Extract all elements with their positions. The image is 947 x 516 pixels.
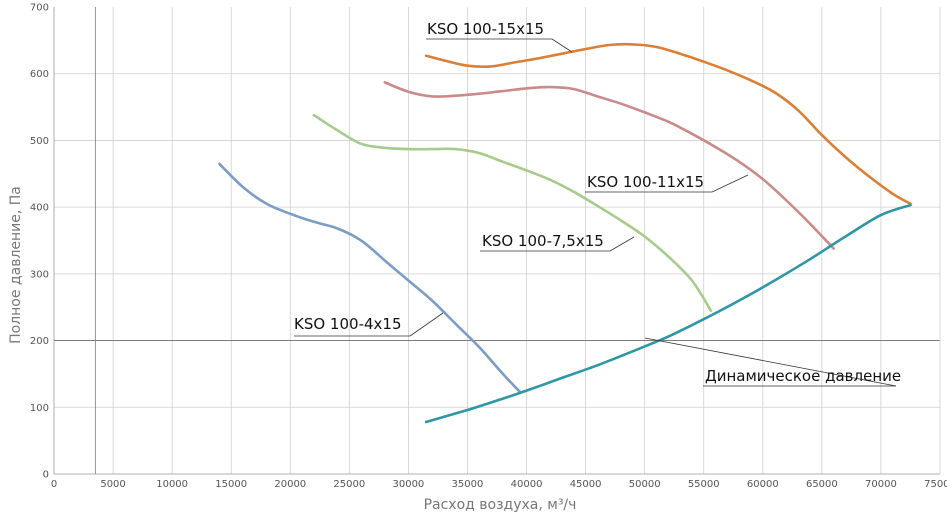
x-axis-title: Расход воздуха, м³/ч <box>424 497 577 513</box>
x-tick-label: 20000 <box>274 479 306 490</box>
y-tick-label: 500 <box>30 136 49 147</box>
y-tick-label: 700 <box>30 3 49 14</box>
label-kso-100-15x15: KSO 100-15x15 <box>427 20 544 38</box>
series-line-kso-100-4x15 <box>218 162 522 394</box>
x-tick-label: 45000 <box>570 479 602 490</box>
series-line-dynamic-pressure <box>424 203 912 424</box>
label-kso-100-4x15-leader <box>409 312 444 337</box>
label-kso-100-11x15-leader <box>711 174 749 193</box>
y-tick-label: 400 <box>30 203 49 214</box>
label-dynamic-pressure: Динамическое давление <box>705 367 901 385</box>
y-tick-label: 0 <box>43 470 49 481</box>
y-tick-label: 600 <box>30 69 49 80</box>
series-lines <box>218 42 912 424</box>
series-line-kso-100-15x15 <box>424 42 912 206</box>
y-axis-ticks: 0 100 200 300 400 500 600 700 <box>30 3 49 481</box>
series-line-kso-100-7-5x15 <box>312 113 713 312</box>
label-kso-100-7-5x15-leader <box>609 236 635 252</box>
x-tick-label: 10000 <box>156 479 188 490</box>
x-tick-label: 60000 <box>747 479 779 490</box>
label-dynamic-pressure-leader <box>644 337 897 387</box>
label-kso-100-11x15: KSO 100-11x15 <box>587 173 704 191</box>
x-tick-label: 65000 <box>806 479 838 490</box>
x-tick-label: 5000 <box>100 479 125 490</box>
x-tick-label: 0 <box>51 479 57 490</box>
x-tick-label: 50000 <box>629 479 661 490</box>
series-line-kso-100-11x15 <box>383 81 835 250</box>
x-tick-label: 15000 <box>215 479 247 490</box>
label-kso-100-4x15: KSO 100-4x15 <box>294 315 401 333</box>
x-tick-label: 70000 <box>865 479 897 490</box>
label-kso-100-15x15-leader <box>551 38 573 53</box>
x-tick-label: 55000 <box>688 479 720 490</box>
y-tick-label: 300 <box>30 269 49 280</box>
series-labels: Динамическое давление KSO 100-4x15 KSO 100… <box>294 20 901 387</box>
x-tick-label: 40000 <box>511 479 543 490</box>
x-tick-label: 30000 <box>392 479 424 490</box>
x-tick-label: 35000 <box>452 479 484 490</box>
x-axis-ticks: 0 5000 10000 15000 20000 25000 30000 35000 40000… <box>51 479 947 490</box>
y-axis-title: Полное давление, Па <box>8 186 24 344</box>
y-tick-label: 100 <box>30 403 49 414</box>
x-tick-label: 25000 <box>333 479 365 490</box>
y-tick-label: 200 <box>30 336 49 347</box>
x-tick-label: 75000 <box>924 479 947 490</box>
label-kso-100-7-5x15: KSO 100-7,5x15 <box>482 232 604 250</box>
